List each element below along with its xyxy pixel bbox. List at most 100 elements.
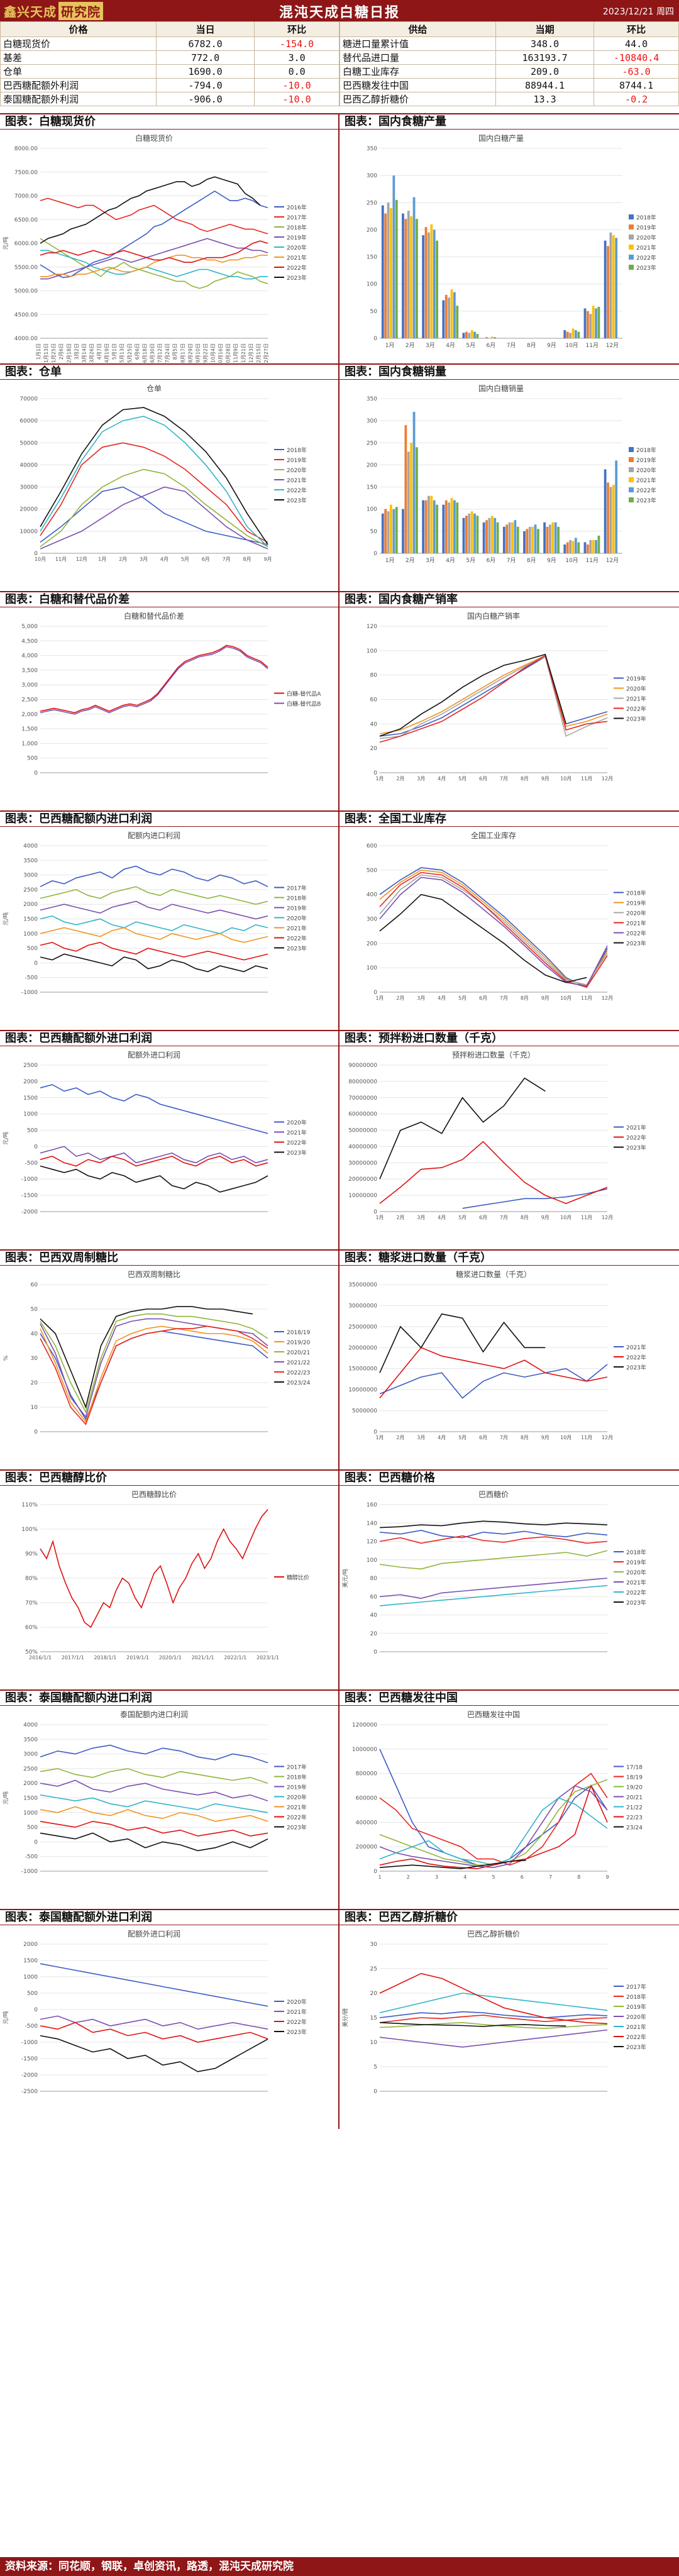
y-tick-label: 60: [370, 697, 378, 704]
table-header: 供给: [340, 21, 496, 37]
x-tick-label: 8月: [243, 556, 251, 562]
chart-panel: 配额内进口利润 -1000 -500 0 500 1000 1500 2000 2500 3000…: [0, 827, 340, 1030]
chart-panel: 巴西糖醇比价 50% 60% 70% 80% 90% 100% 110% 2016/1/1 201…: [0, 1486, 340, 1689]
chart-c1: 白糖现货价 4000.00 4500.00 5000.00 5500.00 6000.00…: [2, 133, 307, 366]
chart-panel: 白糖现货价 4000.00 4500.00 5000.00 5500.00 6000.00…: [0, 130, 340, 376]
chart-title: 巴西糖发往中国: [467, 1710, 520, 1719]
y-tick-label: 4,000: [21, 653, 38, 660]
y-tick-label: 80%: [25, 1576, 38, 1582]
chart-title: 配额外进口利润: [128, 1051, 180, 1059]
bar-2022年: [574, 330, 577, 338]
x-tick-label: 8月: [521, 1435, 529, 1440]
y-tick-label: 60000: [19, 418, 38, 424]
y-tick-label: 50: [370, 309, 378, 315]
y-tick-label: 2,000: [21, 712, 38, 718]
x-tick-label: 7月: [507, 342, 516, 349]
legend-label: 2020年: [287, 1119, 307, 1127]
bar-2022年: [473, 513, 476, 553]
series-line-2021年: [40, 927, 268, 943]
series-line-2023年: [379, 1077, 546, 1180]
legend-label: 23/24: [626, 1825, 643, 1832]
bar-2019年: [526, 529, 529, 553]
legend-label: 22/23: [626, 1815, 643, 1821]
series-line-2023年: [40, 2035, 268, 2072]
section-heading: 图表：白糖和替代品价差: [0, 591, 340, 607]
y-tick-label: 350: [367, 396, 377, 402]
legend-label: 2021年: [287, 925, 307, 932]
bar-2023年: [416, 447, 418, 553]
section-heading: 图表：国内食糖产量: [340, 113, 679, 130]
bar-2018年: [583, 542, 587, 553]
y-tick-label: 7000.00: [14, 194, 38, 200]
x-tick-label: 8月29日: [187, 343, 193, 363]
x-tick-label: 9月: [547, 342, 556, 349]
x-tick-label: 2019/1/1: [126, 1655, 149, 1661]
y-axis-label: 元/吨: [2, 912, 9, 926]
x-tick-label: 11月: [581, 1215, 592, 1220]
x-tick-label: 2月: [406, 342, 415, 349]
y-tick-label: 150: [367, 485, 377, 491]
y-tick-label: 100: [367, 282, 377, 288]
x-tick-label: 1月: [375, 1435, 384, 1440]
y-tick-label: 200: [367, 227, 377, 233]
bar-2019年: [444, 500, 448, 553]
table-row: 泰国糖配额外利润 -906.0 -10.0: [0, 92, 340, 106]
series-line-白糖-替代品B: [40, 646, 268, 715]
bar-2023年: [456, 502, 459, 553]
series-line-2018年: [379, 2015, 608, 2023]
y-tick-label: 5000000: [352, 1408, 377, 1415]
legend-label: 2016年: [287, 204, 307, 211]
table-cell-chg: -0.2: [593, 92, 679, 106]
y-tick-label: 3000: [23, 1752, 38, 1758]
y-tick-label: 5000.00: [14, 289, 38, 295]
x-tick-label: 12月: [606, 557, 619, 564]
y-tick-label: 15000000: [348, 1366, 377, 1373]
x-tick-label: 6月30日: [150, 343, 155, 363]
y-tick-label: 3,000: [21, 682, 38, 688]
bar-2018年: [402, 213, 404, 338]
table-cell-today: 13.3: [495, 92, 595, 106]
chart-c11: 巴西双周制糖比 0 10 20 30 40 50 60% 2018/19 2019/20 2020/…: [3, 1269, 311, 1435]
table-cell-name: 白糖现货价: [0, 36, 157, 51]
legend-label: 2023年: [287, 1149, 307, 1157]
x-tick-label: 8: [577, 1874, 580, 1880]
legend-label: 18/19: [626, 1775, 643, 1781]
x-tick-label: 11月9日: [233, 343, 239, 363]
x-tick-label: 4月19日: [104, 343, 110, 363]
table-row: 巴西糖配额外利润 -794.0 -10.0: [0, 78, 340, 92]
x-tick-label: 8月17日: [180, 343, 185, 363]
bar-2021年: [571, 541, 575, 553]
y-tick-label: 250: [367, 440, 377, 446]
series-line-2018年: [379, 1530, 608, 1539]
series-line-21/22: [379, 1797, 608, 1866]
legend-label: 2021年: [287, 1804, 307, 1811]
chart-c13: 巴西糖醇比价 50% 60% 70% 80% 90% 100% 110% 2016/1/1 201…: [21, 1490, 309, 1661]
section-heading: 图表：泰国糖配额外进口利润: [0, 1909, 340, 1925]
bar-2022年: [412, 197, 416, 338]
y-tick-label: 50: [370, 529, 378, 535]
bar-2020年: [549, 524, 551, 553]
legend-label: 2021年: [626, 1344, 646, 1351]
legend-label: 2022年: [287, 935, 307, 943]
section-heading: 图表：巴西糖配额外进口利润: [0, 1030, 340, 1046]
chart-title: 巴西乙醇折糖价: [467, 1929, 520, 1938]
y-tick-label: 40: [370, 1613, 378, 1619]
legend-label: 19/20: [626, 1785, 643, 1791]
y-tick-label: -2000: [21, 2072, 38, 2079]
y-tick-label: 50000: [19, 440, 38, 446]
x-tick-label: 6月: [487, 557, 496, 564]
series-line-2022年: [40, 416, 268, 548]
legend-label: 糖醇比价: [287, 1574, 309, 1581]
bar-2021年: [430, 495, 433, 553]
legend-label: 2023/24: [287, 1380, 311, 1386]
y-tick-label: 5500.00: [14, 265, 38, 271]
legend-label: 2022年: [287, 2018, 307, 2026]
chart-c6: 国内白糖产销率 0 20 40 60 80 100 120 1月 2月 3月 4月 5月 6月 7月 8月 9月…: [367, 611, 646, 782]
y-tick-label: 0: [373, 770, 377, 777]
table-cell-today: 772.0: [155, 50, 255, 65]
table-row: 白糖现货价 6782.0 -154.0: [0, 36, 340, 51]
bar-2019年: [404, 425, 407, 553]
series-line-2023/24: [40, 1306, 253, 1409]
supply-table: 供给 当期 环比 糖进口量累计值 348.0 44.0 替代品进口量 163193.7 -108…: [340, 21, 679, 106]
section-heading: 图表：白糖现货价: [0, 113, 340, 130]
